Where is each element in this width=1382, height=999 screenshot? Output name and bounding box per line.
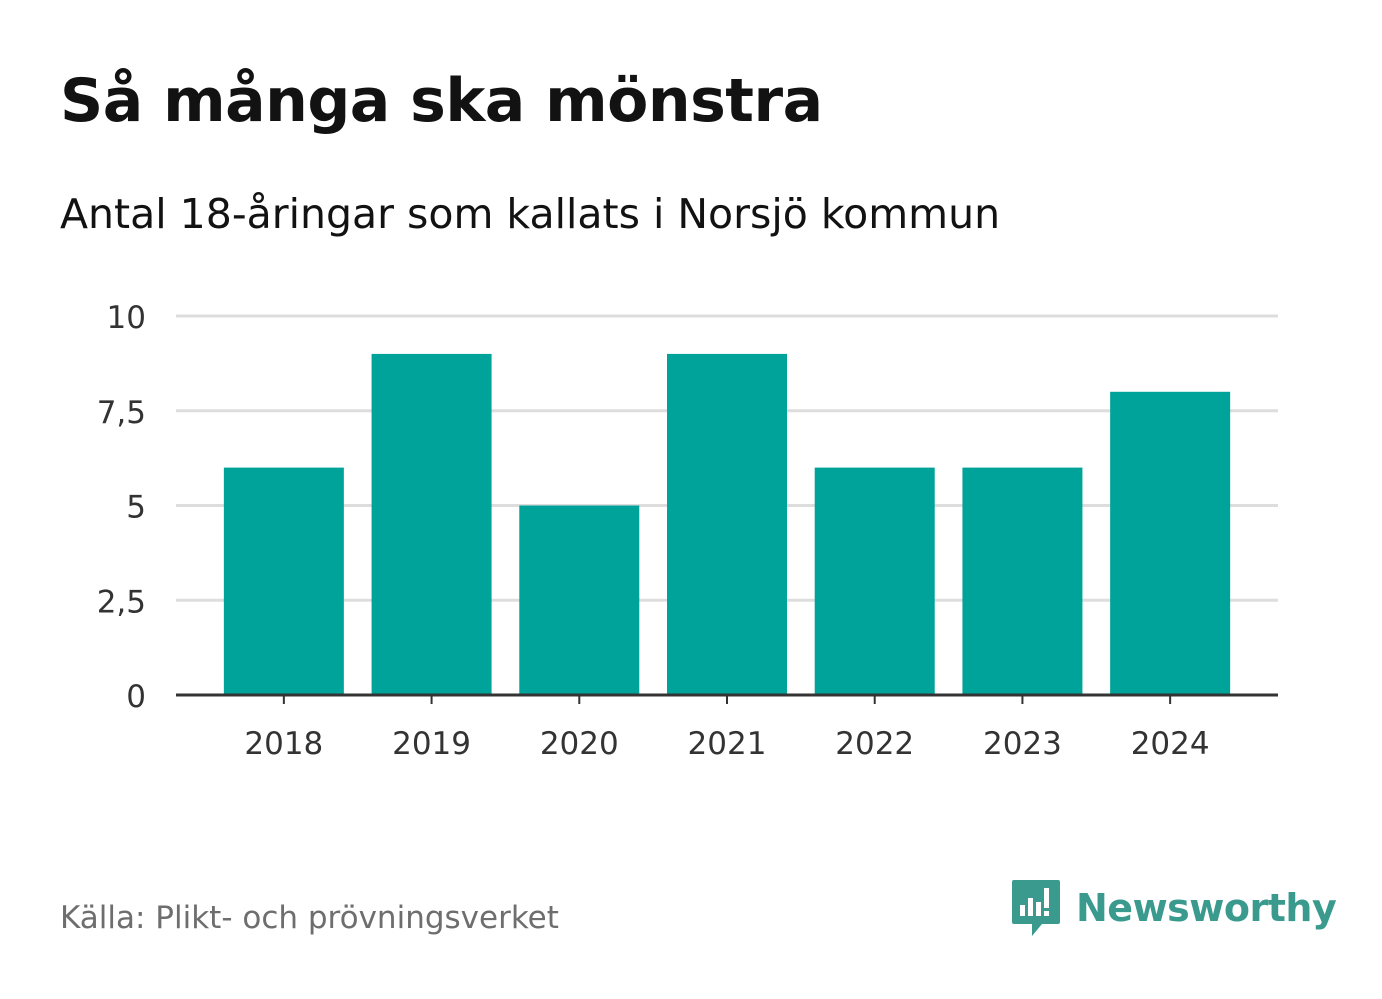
brand-name: Newsworthy: [1076, 886, 1337, 930]
y-tick-label: 10: [107, 300, 146, 336]
bar-2023: [962, 467, 1083, 695]
x-axis: [176, 693, 1278, 704]
x-tick-label: 2022: [835, 726, 914, 762]
x-tick-label: 2024: [1131, 726, 1210, 762]
bar-2019: [371, 353, 492, 695]
x-tick-label: 2021: [688, 726, 767, 762]
bar-2021: [667, 353, 787, 695]
chart-subtitle: Antal 18-åringar som kallats i Norsjö ko…: [60, 190, 1001, 238]
bar-2018: [223, 467, 344, 695]
y-tick-label: 0: [126, 679, 146, 715]
x-tick-label: 2019: [392, 726, 471, 762]
chart-title: Så många ska mönstra: [60, 66, 823, 136]
brand-logo[interactable]: Newsworthy: [1010, 878, 1337, 938]
y-tick-label: 5: [126, 490, 146, 526]
bar-2022: [814, 467, 935, 695]
tick-labels: 0 2,5 5 7,5 10 2018 2019 2020 2021 2022 2023 2024: [97, 300, 1210, 762]
y-tick-label: 2,5: [97, 584, 146, 620]
x-tick-label: 2023: [983, 726, 1062, 762]
bar-2020: [519, 505, 640, 695]
y-tick-label: 7,5: [97, 395, 146, 431]
bar-2024: [1110, 391, 1231, 695]
bars: [223, 353, 1231, 695]
source-note: Källa: Plikt- och prövningsverket: [60, 900, 559, 936]
x-tick-label: 2018: [244, 726, 323, 762]
x-tick-label: 2020: [540, 726, 619, 762]
newsworthy-logo-icon: [1012, 880, 1060, 936]
